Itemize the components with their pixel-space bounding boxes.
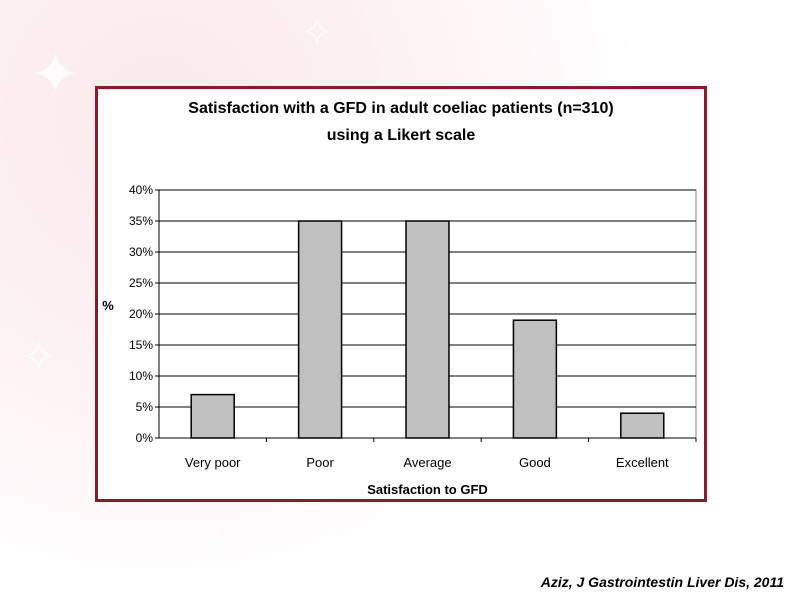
chart-frame: Satisfaction with a GFD in adult coeliac… [95, 86, 707, 502]
x-tick-label: Excellent [616, 455, 669, 470]
sparkle-icon: ✦ [720, 30, 762, 88]
bar-excellent [620, 412, 665, 439]
x-tick-label: Good [519, 455, 551, 470]
chart-title: Satisfaction with a GFD in adult coeliac… [188, 100, 613, 117]
y-tick-label: 0% [136, 431, 154, 445]
chart-subtitle: using a Likert scale [327, 127, 476, 144]
x-tick-label: Very poor [185, 455, 241, 470]
y-tick-label: 30% [129, 245, 153, 259]
bar-good [512, 319, 558, 439]
y-tick-label: 40% [129, 183, 153, 197]
sparkle-icon: ✧ [300, 10, 334, 56]
y-tick-label: 35% [129, 214, 153, 228]
bar-average [405, 220, 450, 439]
x-axis-label: Satisfaction to GFD [367, 482, 488, 497]
y-tick-label: 5% [136, 400, 154, 414]
citation: Aziz, J Gastrointestin Liver Dis, 2011 [540, 574, 784, 590]
bar-poor [297, 220, 343, 439]
y-tick-label: 25% [129, 276, 153, 290]
y-axis-label: % [102, 298, 114, 313]
y-tick-label: 15% [129, 338, 153, 352]
x-tick-label: Average [403, 455, 451, 470]
sparkle-icon: ✦ [730, 300, 777, 364]
y-tick-label: 20% [129, 307, 153, 321]
bar-very-poor [190, 393, 235, 439]
sparkle-icon: ✧ [20, 330, 58, 383]
sparkle-icon: ✧ [200, 520, 234, 566]
sparkle-icon: ✦ [30, 40, 81, 110]
sparkle-icon: ✦ [560, 510, 598, 563]
bar-chart: Satisfaction with a GFD in adult coeliac… [102, 100, 697, 497]
x-tick-label: Poor [306, 455, 334, 470]
y-tick-label: 10% [129, 369, 153, 383]
